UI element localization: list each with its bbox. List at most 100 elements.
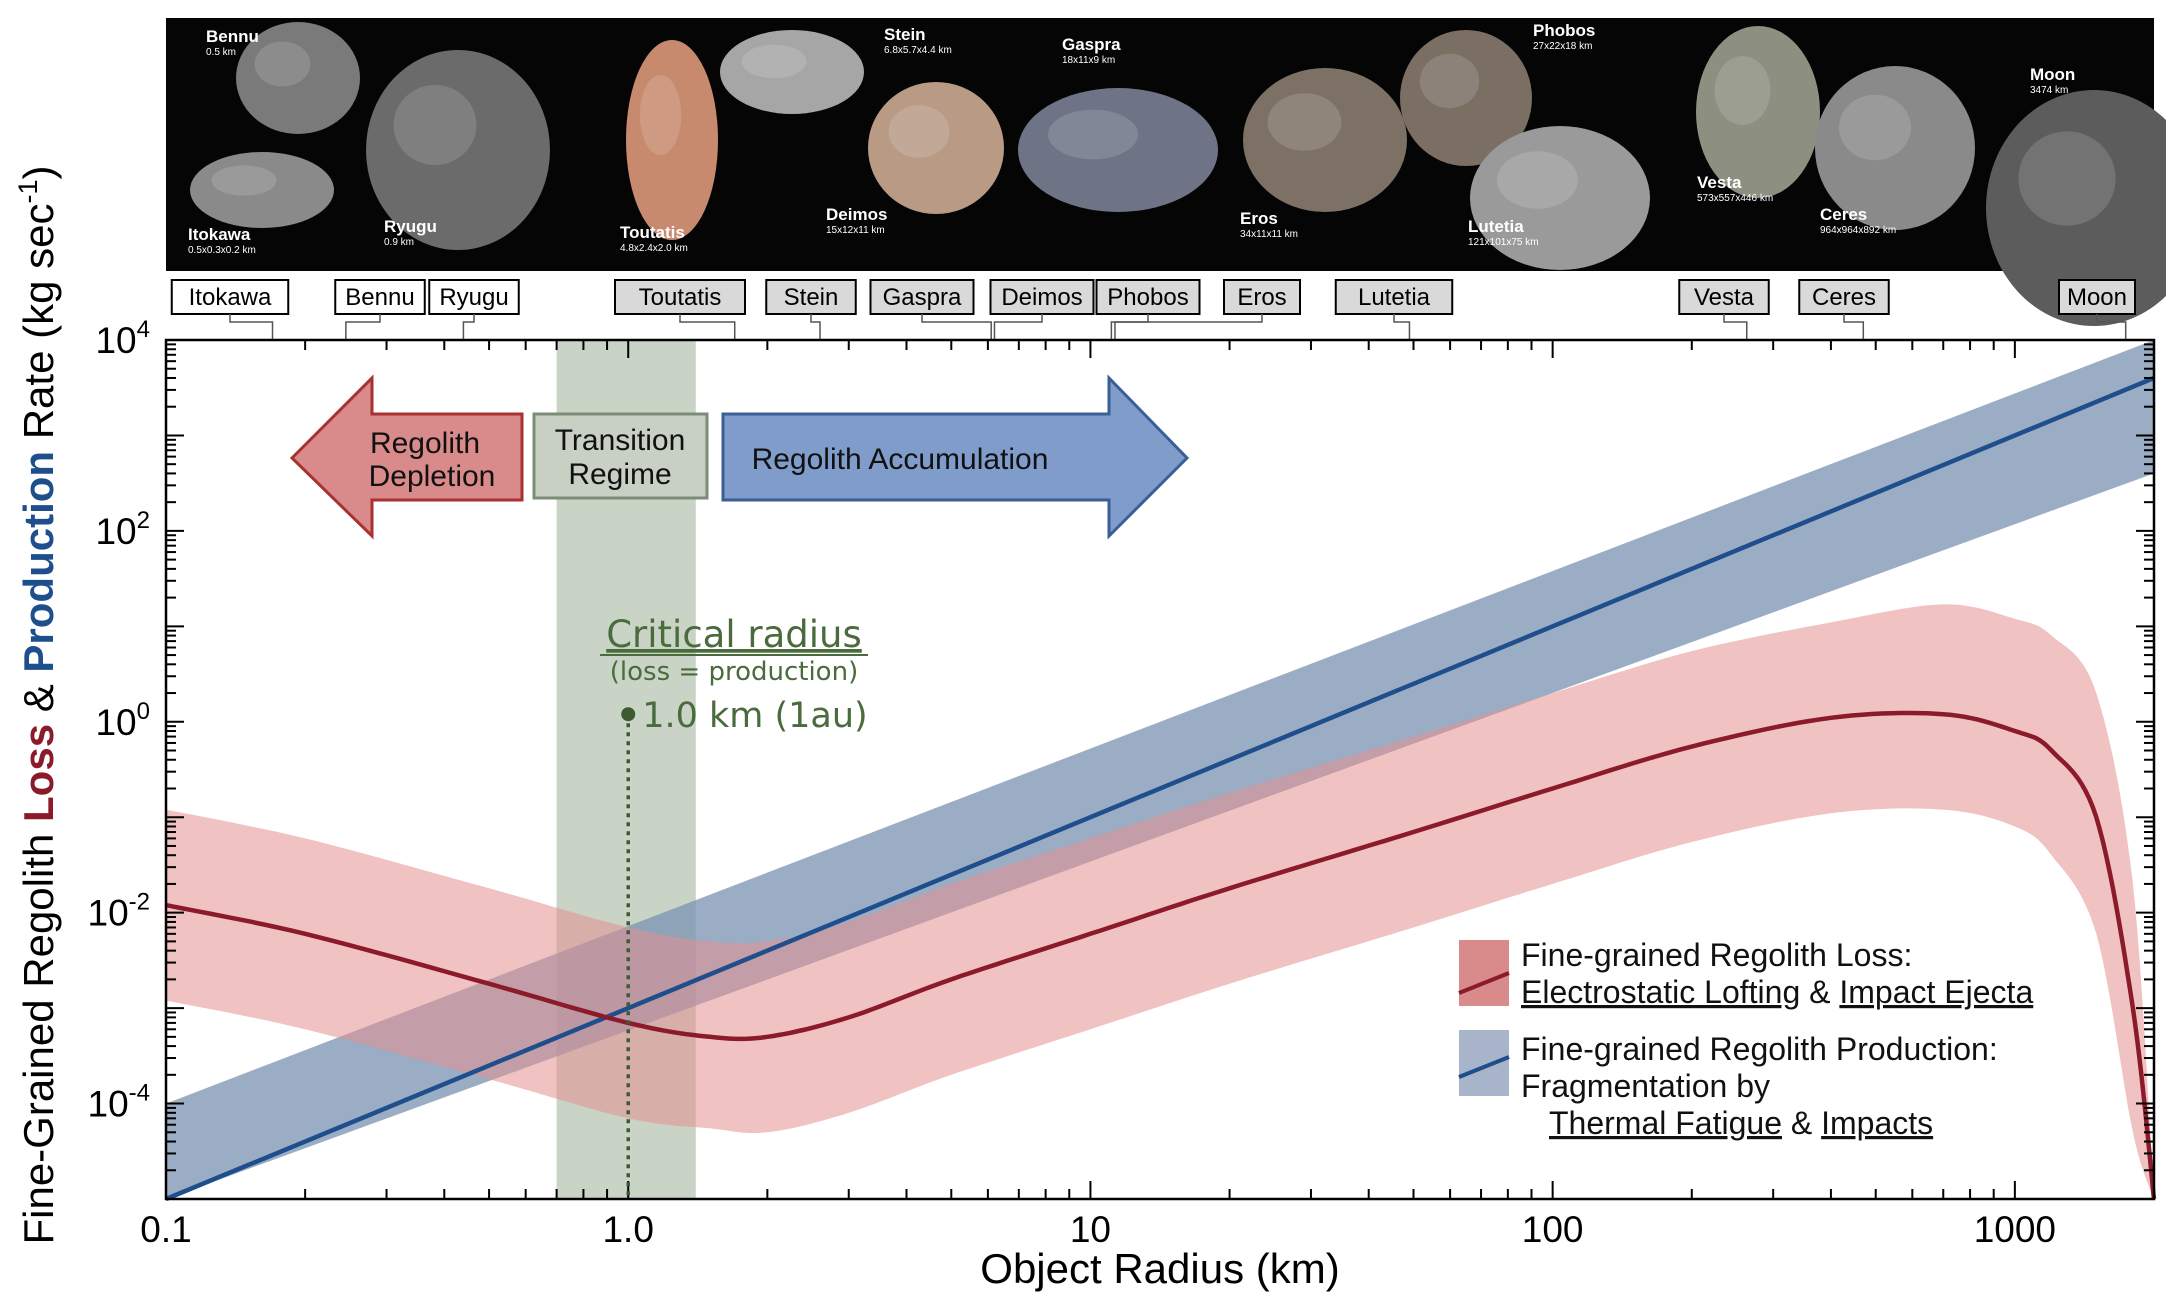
depletion-arrow-label-line2: Depletion bbox=[369, 460, 496, 493]
body-tag-leader bbox=[345, 314, 381, 340]
photo-caption-dims: 27x22x18 km bbox=[1533, 41, 1592, 52]
photo-caption-dims: 0.5 km bbox=[206, 47, 236, 58]
legend-loss-title: Fine-grained Regolith Loss: bbox=[1521, 937, 1912, 973]
body-tag-label: Bennu bbox=[345, 284, 414, 311]
critical-radius-value: 1.0 km (1au) bbox=[642, 696, 867, 736]
x-tick-label: 10 bbox=[1070, 1209, 1111, 1250]
body-tag-deimos: Deimos bbox=[989, 279, 1095, 340]
photo-caption-name: Bennu bbox=[206, 27, 259, 46]
critical-radius-subtitle: (loss = production) bbox=[610, 657, 858, 687]
body-tag-label: Gaspra bbox=[883, 284, 962, 311]
body-tag-box bbox=[1678, 279, 1770, 315]
legend-production-line2: Fragmentation by bbox=[1521, 1068, 1770, 1104]
body-tag-box bbox=[989, 279, 1095, 315]
body-photo-highlight bbox=[2018, 131, 2116, 226]
body-tag-phobos: Phobos bbox=[1095, 279, 1201, 340]
depletion-arrow bbox=[289, 374, 524, 540]
body-tag-leader bbox=[810, 314, 821, 340]
photo-caption-dims: 18x11x9 km bbox=[1062, 55, 1115, 66]
body-photo-highlight bbox=[639, 75, 682, 155]
body-tag-ryugu: Ryugu bbox=[428, 279, 520, 340]
plot-frame bbox=[164, 338, 2156, 1201]
body-tag-leader bbox=[921, 314, 992, 340]
legend-loss-detail: Electrostatic Lofting & Impact Ejecta bbox=[1521, 974, 2033, 1010]
photo-caption-dims: 573x557x446 km bbox=[1697, 193, 1773, 204]
x-tick-label: 1.0 bbox=[602, 1209, 653, 1250]
photo-caption-dims: 0.9 km bbox=[384, 237, 414, 248]
body-tag-label: Itokawa bbox=[189, 284, 272, 311]
body-tag-label: Ryugu bbox=[439, 284, 508, 311]
body-tag-leader bbox=[679, 314, 736, 340]
y-tick-label: 10-2 bbox=[88, 889, 151, 934]
photo-caption-dims: 121x101x75 km bbox=[1468, 237, 1539, 248]
body-tag-box bbox=[428, 279, 520, 315]
body-tag-vesta: Vesta bbox=[1678, 279, 1770, 340]
body-photo-shape bbox=[366, 50, 550, 250]
body-tag-leader bbox=[229, 314, 274, 340]
y-tick-label: 100 bbox=[95, 698, 150, 743]
production-series-line bbox=[165, 375, 2155, 1202]
body-tag-leader bbox=[993, 314, 1043, 340]
photo-caption-name: Itokawa bbox=[188, 225, 251, 244]
photo-caption-name: Toutatis bbox=[620, 223, 685, 242]
body-tag-leader bbox=[2096, 314, 2127, 340]
body-photo-shape bbox=[1815, 66, 1975, 230]
body-tag-box bbox=[1223, 279, 1301, 315]
body-tag-label: Lutetia bbox=[1358, 284, 1431, 311]
photo-caption-name: Deimos bbox=[826, 205, 887, 224]
body-photo-highlight bbox=[1714, 56, 1771, 125]
photo-caption-name: Eros bbox=[1240, 209, 1278, 228]
legend-production-title: Fine-grained Regolith Production: bbox=[1521, 1031, 1998, 1067]
body-photo-shape bbox=[626, 40, 718, 240]
accumulation-arrow bbox=[721, 374, 1190, 540]
x-tick-label: 100 bbox=[1522, 1209, 1584, 1250]
photo-caption-name: Stein bbox=[884, 25, 926, 44]
body-photo-highlight bbox=[1419, 53, 1480, 109]
body-photo-shape bbox=[1986, 90, 2166, 326]
body-photo-highlight bbox=[1497, 151, 1578, 209]
photo-caption-dims: 6.8x5.7x4.4 km bbox=[884, 45, 952, 56]
body-photo-shape bbox=[1400, 30, 1532, 166]
critical-radius-point bbox=[621, 707, 636, 722]
y-tick-label: 10-4 bbox=[88, 1080, 151, 1125]
photo-caption-dims: 34x11x11 km bbox=[1240, 229, 1298, 240]
photo-caption-name: Ryugu bbox=[384, 217, 437, 236]
critical-radius-annotation: Critical radius (loss = production) 1.0 … bbox=[600, 613, 868, 1199]
photo-caption-name: Phobos bbox=[1533, 21, 1595, 40]
body-tag-box bbox=[614, 279, 746, 315]
photo-caption-name: Moon bbox=[2030, 65, 2075, 84]
y-tick-label: 104 bbox=[95, 316, 150, 361]
body-photo-shape bbox=[1018, 88, 1218, 212]
body-tag-itokawa: Itokawa bbox=[170, 279, 290, 340]
body-photo-highlight bbox=[1839, 94, 1911, 161]
legend-loss-line bbox=[1458, 971, 1510, 995]
body-tag-box bbox=[334, 279, 426, 315]
critical-radius-title: Critical radius bbox=[606, 613, 862, 656]
y-tick-label: 102 bbox=[95, 507, 150, 552]
body-photo-highlight bbox=[741, 44, 807, 79]
body-photo-highlight bbox=[1048, 109, 1138, 160]
legend-production-line bbox=[1458, 1055, 1510, 1079]
body-photo-shape bbox=[720, 30, 864, 114]
body-photo-shape bbox=[868, 82, 1004, 214]
body-tag-label: Deimos bbox=[1001, 284, 1082, 311]
y-axis-title: Fine-Grained Regolith Loss & Production … bbox=[13, 165, 62, 1244]
photo-caption-dims: 3474 km bbox=[2030, 85, 2068, 96]
body-tag-leader bbox=[1114, 314, 1263, 340]
body-tag-leader bbox=[1723, 314, 1748, 340]
body-photo-highlight bbox=[211, 165, 277, 196]
regime-arrows: Regolith Depletion Transition Regime Reg… bbox=[289, 374, 1190, 540]
transition-box-label-line2: Regime bbox=[568, 458, 671, 491]
x-axis-title: Object Radius (km) bbox=[980, 1245, 1339, 1292]
body-tag-leader bbox=[1110, 314, 1149, 340]
body-tag-leader bbox=[1843, 314, 1865, 340]
body-tag-label: Toutatis bbox=[639, 284, 722, 311]
